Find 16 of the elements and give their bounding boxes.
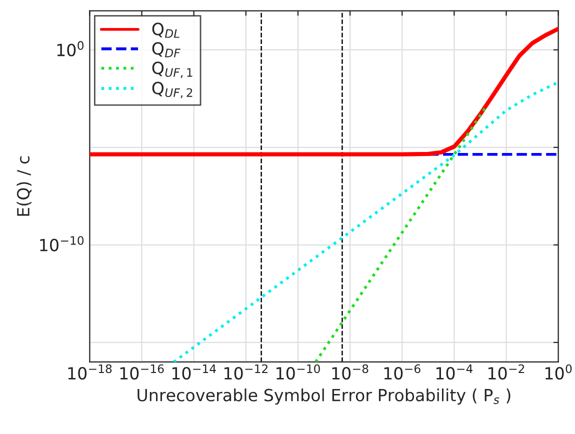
x-tick-label: 10$^{−14}$ xyxy=(172,364,216,380)
y-axis-title: E(Q) / c xyxy=(16,156,32,216)
x-tick-label: 10$^{−18}$ xyxy=(68,364,112,380)
legend-label: Q$_{DL}$ xyxy=(152,22,180,38)
x-tick-label: 10$^{−12}$ xyxy=(224,364,268,380)
x-tick-label: 10$^{−8}$ xyxy=(332,364,368,380)
x-tick-label: 10$^{−2}$ xyxy=(488,364,524,380)
x-tick-label: 10$^{0}$ xyxy=(545,364,572,380)
x-tick-label: 10$^{−4}$ xyxy=(436,364,473,380)
legend-label: Q$_{UF,2}$ xyxy=(152,82,192,98)
legend-label: Q$_{UF,1}$ xyxy=(152,62,192,78)
x-tick-label: 10$^{−6}$ xyxy=(384,364,420,380)
x-tick-label: 10$^{−10}$ xyxy=(276,364,320,380)
legend-label: Q$_{DF}$ xyxy=(152,42,180,58)
x-tick-label: 10$^{−16}$ xyxy=(120,364,164,380)
x-axis-title: Unrecoverable Symbol Error Probability ( P$_{s}$ ) xyxy=(138,388,510,405)
